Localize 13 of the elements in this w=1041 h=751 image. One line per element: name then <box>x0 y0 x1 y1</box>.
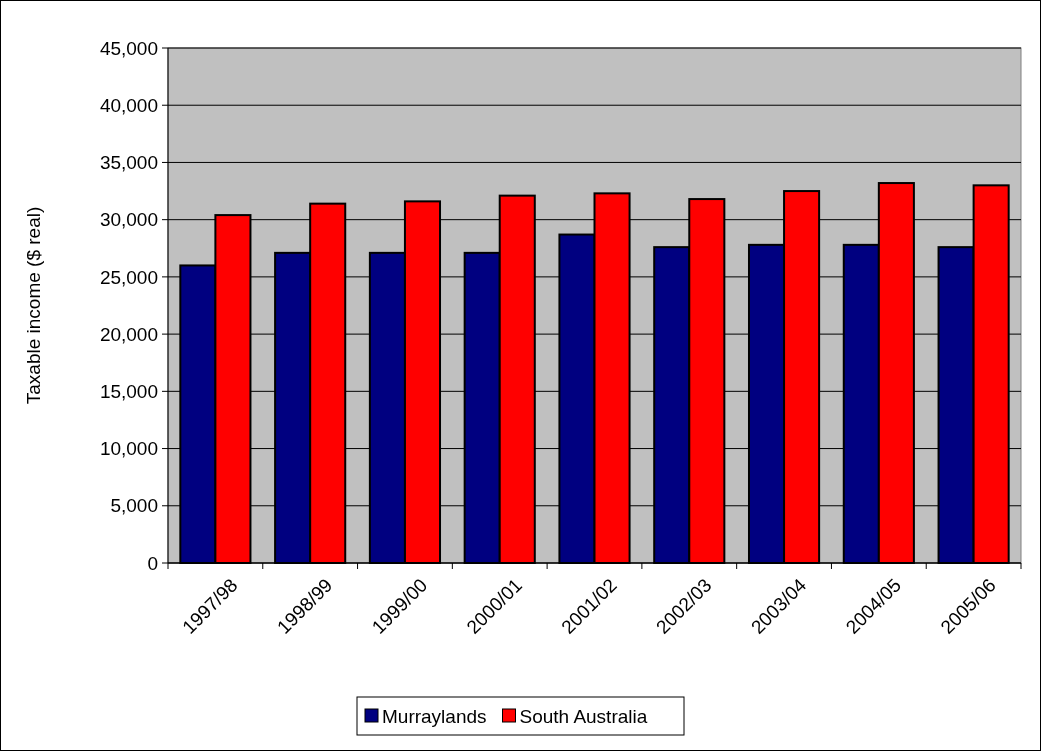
y-tick-label: 15,000 <box>99 380 158 402</box>
legend-label: South Australia <box>519 705 648 727</box>
y-tick-label: 45,000 <box>99 37 158 59</box>
y-tick-label: 20,000 <box>99 323 158 345</box>
legend-label: Murraylands <box>382 705 487 727</box>
y-tick-label: 35,000 <box>99 152 158 174</box>
y-axis-title: Taxable income ($ real) <box>23 206 44 405</box>
y-tick-label: 5,000 <box>110 495 158 517</box>
y-tick-label: 0 <box>147 552 158 574</box>
y-tick-label: 30,000 <box>99 209 158 231</box>
y-tick-label: 10,000 <box>99 438 158 460</box>
y-tick-label: 25,000 <box>99 266 158 288</box>
y-tick-label: 40,000 <box>99 94 158 116</box>
